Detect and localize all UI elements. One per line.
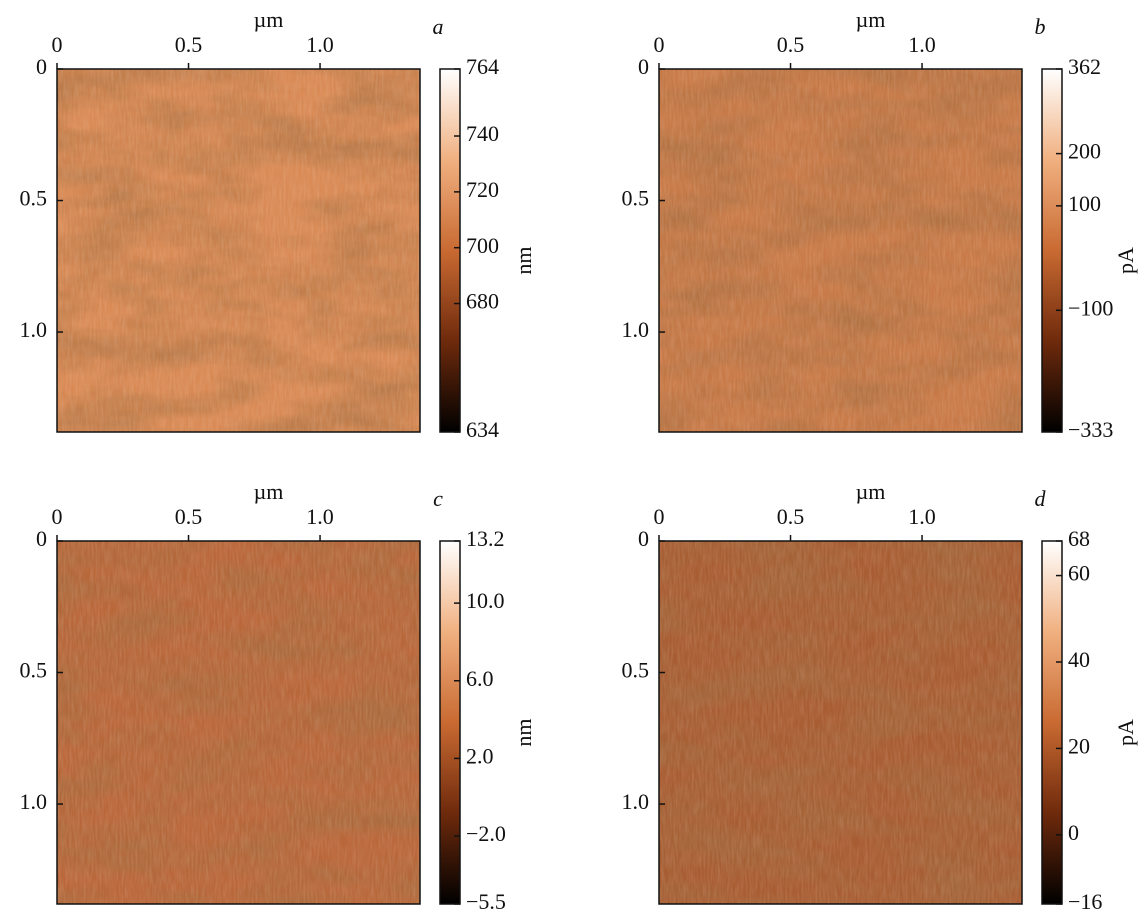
y-tick-label: 0.5: [622, 658, 650, 683]
y-tick-label: 1.0: [622, 317, 650, 342]
colorbar-label: nm: [511, 246, 536, 274]
x-tick-label: 1.0: [306, 504, 334, 529]
y-tick-label: 1.0: [20, 789, 48, 814]
x-tick-label: 1.0: [908, 504, 936, 529]
x-tick-label: 0.5: [175, 504, 203, 529]
colorbar-tick-label: 720: [466, 177, 499, 202]
y-tick-label: 0: [638, 54, 649, 79]
image-texture: [57, 69, 420, 432]
colorbar: [1042, 541, 1062, 904]
colorbar: [440, 69, 460, 432]
figure: 00.51.000.51.0µma634680700720740764nm00.…: [0, 0, 1148, 911]
colorbar-tick-label: 13.2: [466, 526, 505, 551]
colorbar-tick-label: 2.0: [466, 743, 494, 768]
y-tick-label: 0: [36, 526, 47, 551]
x-tick-label: 0: [654, 32, 665, 57]
x-axis-label: µm: [254, 7, 284, 32]
x-axis-label: µm: [856, 7, 886, 32]
colorbar-tick-label: −2.0: [466, 821, 506, 846]
colorbar-tick-label: 6.0: [466, 666, 494, 691]
colorbar-label: nm: [511, 718, 536, 746]
panel-label: c: [433, 486, 443, 511]
panel-label: d: [1035, 486, 1047, 511]
image-texture: [659, 69, 1022, 432]
colorbar-tick-label: 68: [1068, 526, 1090, 551]
panel-label: a: [433, 14, 444, 39]
y-tick-label: 0: [36, 54, 47, 79]
image-texture: [659, 541, 1022, 904]
colorbar-tick-label: 634: [466, 417, 499, 442]
x-tick-label: 0: [52, 504, 63, 529]
x-tick-label: 0.5: [175, 32, 203, 57]
image-texture: [57, 541, 420, 904]
colorbar-tick-label: 40: [1068, 647, 1090, 672]
panel-label: b: [1035, 14, 1046, 39]
colorbar: [440, 541, 460, 904]
colorbar-tick-label: −5.5: [466, 889, 506, 911]
colorbar-tick-label: 680: [466, 289, 499, 314]
colorbar-tick-label: −100: [1068, 295, 1113, 320]
colorbar-tick-label: 764: [466, 54, 499, 79]
x-tick-label: 0.5: [777, 504, 805, 529]
x-tick-label: 0: [52, 32, 63, 57]
colorbar-tick-label: 0: [1068, 820, 1079, 845]
colorbar-tick-label: 10.0: [466, 588, 505, 613]
x-tick-label: 1.0: [306, 32, 334, 57]
y-tick-label: 0: [638, 526, 649, 551]
y-tick-label: 0.5: [20, 186, 48, 211]
colorbar-label: pA: [1113, 719, 1138, 746]
y-tick-label: 0.5: [20, 658, 48, 683]
x-tick-label: 0.5: [777, 32, 805, 57]
colorbar-tick-label: 200: [1068, 139, 1101, 164]
x-tick-label: 0: [654, 504, 665, 529]
colorbar-tick-label: −16: [1068, 889, 1102, 911]
colorbar-tick-label: 700: [466, 233, 499, 258]
colorbar-tick-label: 740: [466, 121, 499, 146]
colorbar-tick-label: 100: [1068, 191, 1101, 216]
x-tick-label: 1.0: [908, 32, 936, 57]
x-axis-label: µm: [254, 479, 284, 504]
y-tick-label: 1.0: [20, 317, 48, 342]
x-axis-label: µm: [856, 479, 886, 504]
colorbar-tick-label: 60: [1068, 561, 1090, 586]
y-tick-label: 0.5: [622, 186, 650, 211]
colorbar-tick-label: 20: [1068, 733, 1090, 758]
page: {"chart_data": [ {"type": "heatmap", "pa…: [0, 0, 1148, 911]
y-tick-label: 1.0: [622, 789, 650, 814]
colorbar: [1042, 69, 1062, 432]
colorbar-tick-label: −333: [1068, 417, 1113, 442]
colorbar-tick-label: 362: [1068, 54, 1101, 79]
colorbar-label: pA: [1113, 247, 1138, 274]
